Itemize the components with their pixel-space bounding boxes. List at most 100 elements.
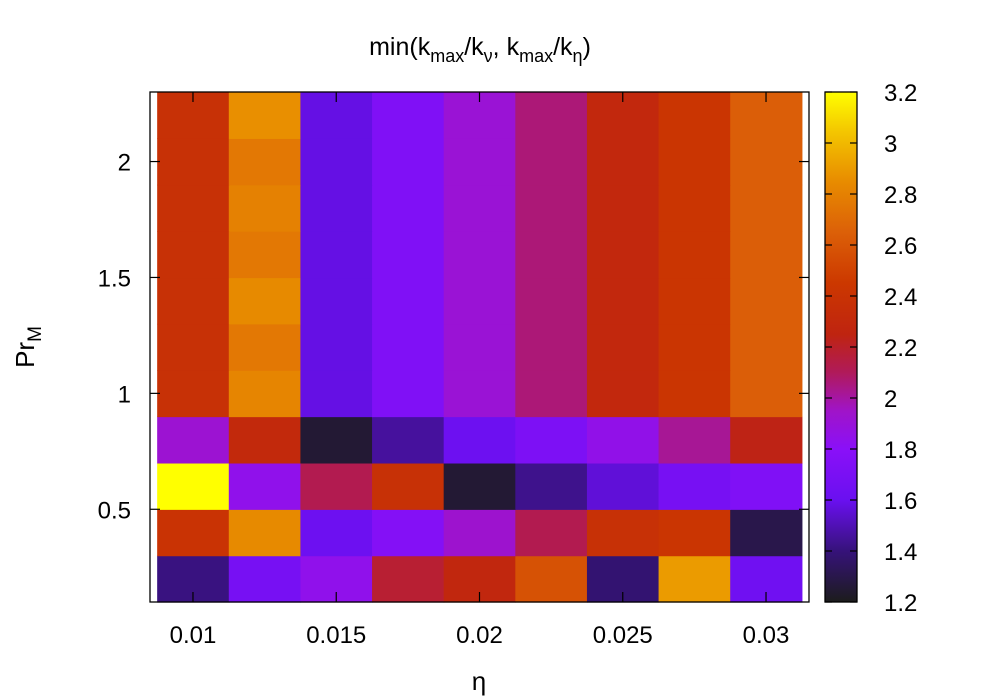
heatmap-cell [515,416,588,464]
heatmap-cell [586,509,660,557]
heatmap-cell [157,323,230,371]
heatmap-cell [157,277,230,325]
y-axis-label-main: Pr [10,342,40,368]
y-axis-ticks: 0.5 1 1.5 2 [98,150,809,524]
heatmap-cell [443,370,516,418]
heatmap-cell [372,231,445,279]
heatmap-cell [658,462,731,510]
heatmap-cell [658,416,731,464]
heatmap-cell [658,184,731,232]
heatmap-cell [586,323,660,371]
y-tick-label: 1.5 [98,265,131,292]
colorbar-tick-label: 2.6 [884,233,917,260]
heatmap-cell [515,323,588,371]
heatmap-cell [515,231,588,279]
heatmap-cell [157,184,230,232]
heatmap-cell [658,509,731,557]
heatmap-cell [586,184,660,232]
y-tick-label: 1 [118,381,131,408]
heatmap-cell [300,462,373,510]
heatmap-cell [300,370,373,418]
heatmap-cell [658,231,731,279]
heatmap-cell [300,184,373,232]
heatmap-cell [658,138,731,186]
heatmap-cell [372,277,445,325]
heatmap-cell [586,462,660,510]
heatmap-cell [443,277,516,325]
heatmap-cell [730,184,803,232]
colorbar-tick-label: 1.6 [884,488,917,515]
heatmap-cell [228,92,302,139]
heatmap-cell [515,184,588,232]
heatmap-cell [300,509,373,557]
heatmap-cell [443,416,516,464]
heatmap-cell [515,277,588,325]
heatmap-cell [443,138,516,186]
heatmap-cell [730,138,803,186]
title-subscript: η [573,46,583,66]
heatmap-cell [372,184,445,232]
heatmap-cell [372,370,445,418]
heatmap-cell [730,370,803,418]
heatmap-cell [300,138,373,186]
heatmap-cell [372,555,445,603]
title-part: /k [553,33,573,61]
heatmap-cell [586,138,660,186]
heatmap-cell [658,370,731,418]
colorbar-tick-label: 2.4 [884,284,917,311]
heatmap-cell [515,462,588,510]
heatmap-cell [658,555,731,603]
heatmap-cell [443,509,516,557]
heatmap-cell [730,416,803,464]
heatmap-cell [730,323,803,371]
colorbar-tick-label: 2.2 [884,335,917,362]
heatmap-cell [372,416,445,464]
title-part: , k [493,33,520,61]
colorbar-tick-label: 2.8 [884,182,917,209]
heatmap-cell [157,509,230,557]
colorbar-ticks: 1.2 1.4 1.6 1.8 2 2.2 2.4 2.6 2.8 3 3.2 [825,80,917,617]
heatmap-cells [157,92,803,603]
heatmap-cell [228,370,302,418]
y-tick-label: 2 [118,150,131,177]
heatmap-cell [443,462,516,510]
title-subscript: max [430,46,464,66]
title-subscript: max [519,46,553,66]
x-tick-label: 0.025 [593,622,653,649]
heatmap-cell [730,277,803,325]
heatmap-cell [730,231,803,279]
x-tick-label: 0.01 [170,622,217,649]
heatmap-cell [228,277,302,325]
heatmap-cell [300,231,373,279]
colorbar-tick-label: 1.2 [884,590,917,617]
heatmap-cell [658,277,731,325]
title-subscript: ν [484,46,493,66]
title-part: min(k [369,33,431,61]
heatmap-cell [515,555,588,603]
colorbar-tick-label: 3.2 [884,80,917,107]
heatmap-cell [372,138,445,186]
x-tick-label: 0.015 [306,622,366,649]
y-axis-label-subscript: M [25,326,46,342]
heatmap-cell [372,92,445,139]
x-tick-label: 0.02 [456,622,503,649]
heatmap-cell [586,370,660,418]
heatmap-cell [228,231,302,279]
heatmap-cell [300,277,373,325]
y-tick-label: 0.5 [98,497,131,524]
heatmap-cell [730,509,803,557]
heatmap-cell [443,184,516,232]
chart-title: min(kmax/kν, kmax/kη) [369,33,591,66]
heatmap-cell [228,323,302,371]
heatmap-cell [228,555,302,603]
heatmap-cell [586,416,660,464]
heatmap-cell [515,92,588,139]
heatmap-cell [228,509,302,557]
title-part: ) [583,33,591,61]
colorbar-tick-label: 3 [884,131,897,158]
heatmap-cell [300,416,373,464]
colorbar-tick-label: 2 [884,386,897,413]
heatmap-cell [228,416,302,464]
heatmap-cell [228,184,302,232]
heatmap-cell [730,462,803,510]
